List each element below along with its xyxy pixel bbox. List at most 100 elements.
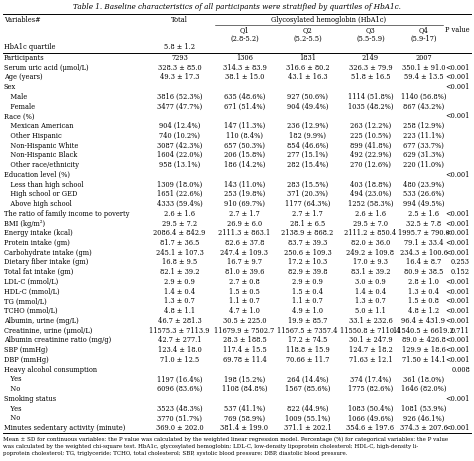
Text: LDL-C (mmol/L): LDL-C (mmol/L): [4, 278, 58, 286]
Text: Creatinine, urine (μmol/L): Creatinine, urine (μmol/L): [4, 327, 92, 335]
Text: 42.7 ± 277.1: 42.7 ± 277.1: [158, 337, 201, 344]
Text: 4.9 ± 1.0: 4.9 ± 1.0: [292, 307, 323, 315]
Text: 96.4 ± 431.9: 96.4 ± 431.9: [401, 317, 446, 325]
Text: 277 (15.1%): 277 (15.1%): [287, 151, 328, 160]
Text: 958 (13.1%): 958 (13.1%): [159, 161, 200, 169]
Text: Albumin, urine (mg/L): Albumin, urine (mg/L): [4, 317, 79, 325]
Text: 867 (43.2%): 867 (43.2%): [403, 103, 444, 111]
Text: HbA1c quartile: HbA1c quartile: [4, 43, 55, 51]
Text: <0.001: <0.001: [446, 307, 470, 315]
Text: 1197 (16.4%): 1197 (16.4%): [157, 375, 202, 384]
Text: 223 (11.1%): 223 (11.1%): [403, 132, 444, 140]
Text: 822 (44.9%): 822 (44.9%): [287, 405, 328, 413]
Text: <0.001: <0.001: [446, 395, 470, 403]
Text: 282 (15.4%): 282 (15.4%): [287, 161, 328, 169]
Text: 32.5 ± 7.8: 32.5 ± 7.8: [406, 219, 441, 228]
Text: 26.9 ± 6.0: 26.9 ± 6.0: [227, 219, 262, 228]
Text: 1306: 1306: [236, 54, 253, 62]
Text: 354.6 ± 197.6: 354.6 ± 197.6: [346, 424, 394, 432]
Text: BMI (kg/m²): BMI (kg/m²): [4, 219, 45, 228]
Text: 1.3 ± 0.4: 1.3 ± 0.4: [408, 288, 439, 296]
Text: 89.0 ± 426.8: 89.0 ± 426.8: [401, 337, 446, 344]
Text: 533 (26.6%): 533 (26.6%): [403, 190, 444, 198]
Text: Variables#: Variables#: [4, 16, 41, 24]
Text: 2.8 ± 1.0: 2.8 ± 1.0: [408, 278, 439, 286]
Text: Other race/ethnicity: Other race/ethnicity: [4, 161, 79, 169]
Text: 1.5 ± 0.5: 1.5 ± 0.5: [229, 288, 260, 296]
Text: 1035 (48.2%): 1035 (48.2%): [348, 103, 393, 111]
Text: 371.1 ± 202.1: 371.1 ± 202.1: [283, 424, 331, 432]
Text: 59.4 ± 13.5: 59.4 ± 13.5: [404, 73, 443, 81]
Text: 1081 (53.9%): 1081 (53.9%): [401, 405, 446, 413]
Text: TG (mmol/L): TG (mmol/L): [4, 297, 47, 306]
Text: Female: Female: [4, 103, 35, 111]
Text: <0.001: <0.001: [446, 210, 470, 218]
Text: 4.8 ± 1.1: 4.8 ± 1.1: [164, 307, 195, 315]
Text: 314.3 ± 83.9: 314.3 ± 83.9: [223, 64, 266, 71]
Text: 11567.5 ± 7357.4: 11567.5 ± 7357.4: [277, 327, 338, 335]
Text: 123.4 ± 18.0: 123.4 ± 18.0: [158, 346, 201, 354]
Text: 2.7 ± 1.7: 2.7 ± 1.7: [229, 210, 260, 218]
Text: 1.5 ± 0.8: 1.5 ± 0.8: [408, 297, 439, 306]
Text: 49.3 ± 17.3: 49.3 ± 17.3: [160, 73, 199, 81]
Text: 1995.7 ± 790.0: 1995.7 ± 790.0: [398, 229, 449, 237]
Text: 769 (58.9%): 769 (58.9%): [224, 414, 265, 422]
Text: 11679.9 ± 7502.7: 11679.9 ± 7502.7: [214, 327, 274, 335]
Text: 5.8 ± 1.2: 5.8 ± 1.2: [164, 43, 195, 51]
Text: 124.7 ± 18.2: 124.7 ± 18.2: [348, 346, 392, 354]
Text: 225 (10.5%): 225 (10.5%): [350, 132, 391, 140]
Text: The ratio of family income to poverty: The ratio of family income to poverty: [4, 210, 129, 218]
Text: 16.4 ± 8.7: 16.4 ± 8.7: [406, 259, 441, 266]
Text: 182 (9.9%): 182 (9.9%): [289, 132, 326, 140]
Text: P value: P value: [446, 26, 470, 34]
Text: 927 (50.6%): 927 (50.6%): [287, 93, 328, 101]
Text: Yes: Yes: [4, 405, 21, 413]
Text: Yes: Yes: [4, 375, 21, 384]
Text: 494 (23.0%): 494 (23.0%): [350, 190, 391, 198]
Text: 677 (33.7%): 677 (33.7%): [403, 142, 444, 149]
Text: Mean ± SD for continuous variables: the P value was calculated by the weighted l: Mean ± SD for continuous variables: the …: [3, 437, 448, 442]
Text: 28.3 ± 188.5: 28.3 ± 188.5: [223, 337, 266, 344]
Text: 258 (12.9%): 258 (12.9%): [403, 122, 444, 130]
Text: 1567 (85.6%): 1567 (85.6%): [285, 385, 330, 393]
Text: <0.001: <0.001: [446, 278, 470, 286]
Text: 147 (11.3%): 147 (11.3%): [224, 122, 265, 130]
Text: 350.1 ± 91.0: 350.1 ± 91.0: [402, 64, 445, 71]
Text: <0.001: <0.001: [446, 249, 470, 257]
Text: 81.0 ± 39.6: 81.0 ± 39.6: [225, 268, 264, 276]
Text: Minutes sedentary activity (minute): Minutes sedentary activity (minute): [4, 424, 126, 432]
Text: Mexican American: Mexican American: [4, 122, 73, 130]
Text: 326.3 ± 79.9: 326.3 ± 79.9: [349, 64, 392, 71]
Text: 129.9 ± 18.6: 129.9 ± 18.6: [401, 346, 446, 354]
Text: SBP (mmHg): SBP (mmHg): [4, 346, 48, 354]
Text: 245.1 ± 107.3: 245.1 ± 107.3: [155, 249, 203, 257]
Text: 3.0 ± 0.9: 3.0 ± 0.9: [355, 278, 386, 286]
Text: 118.8 ± 15.9: 118.8 ± 15.9: [286, 346, 329, 354]
Text: 1009 (55.1%): 1009 (55.1%): [285, 414, 330, 422]
Text: 2.9 ± 0.9: 2.9 ± 0.9: [164, 278, 195, 286]
Text: 11550.8 ± 7110.4: 11550.8 ± 7110.4: [340, 327, 401, 335]
Text: 1646 (82.0%): 1646 (82.0%): [401, 385, 446, 393]
Text: 0.152: 0.152: [451, 268, 470, 276]
Text: 3523 (48.3%): 3523 (48.3%): [157, 405, 202, 413]
Text: 236 (12.9%): 236 (12.9%): [287, 122, 328, 130]
Text: 51.8 ± 16.5: 51.8 ± 16.5: [351, 73, 390, 81]
Text: 1114 (51.8%): 1114 (51.8%): [348, 93, 393, 101]
Text: 71.50 ± 14.1: 71.50 ± 14.1: [401, 356, 445, 364]
Text: <0.001: <0.001: [446, 356, 470, 364]
Text: 71.0 ± 12.5: 71.0 ± 12.5: [160, 356, 199, 364]
Text: Age (years): Age (years): [4, 73, 43, 81]
Text: Non-Hispanic White: Non-Hispanic White: [4, 142, 78, 149]
Text: 374.3 ± 207.6: 374.3 ± 207.6: [400, 424, 447, 432]
Text: 186 (14.2%): 186 (14.2%): [224, 161, 265, 169]
Text: 1651 (22.6%): 1651 (22.6%): [157, 190, 202, 198]
Text: Dietary fiber intake (gm): Dietary fiber intake (gm): [4, 259, 88, 266]
Text: 369.0 ± 202.0: 369.0 ± 202.0: [155, 424, 203, 432]
Text: 83.1 ± 39.2: 83.1 ± 39.2: [351, 268, 390, 276]
Text: 3087 (42.3%): 3087 (42.3%): [157, 142, 202, 149]
Text: 899 (41.8%): 899 (41.8%): [350, 142, 391, 149]
Text: 19.9 ± 85.7: 19.9 ± 85.7: [288, 317, 327, 325]
Text: <0.001: <0.001: [446, 424, 470, 432]
Text: 82.9 ± 39.8: 82.9 ± 39.8: [288, 268, 327, 276]
Text: No: No: [4, 414, 20, 422]
